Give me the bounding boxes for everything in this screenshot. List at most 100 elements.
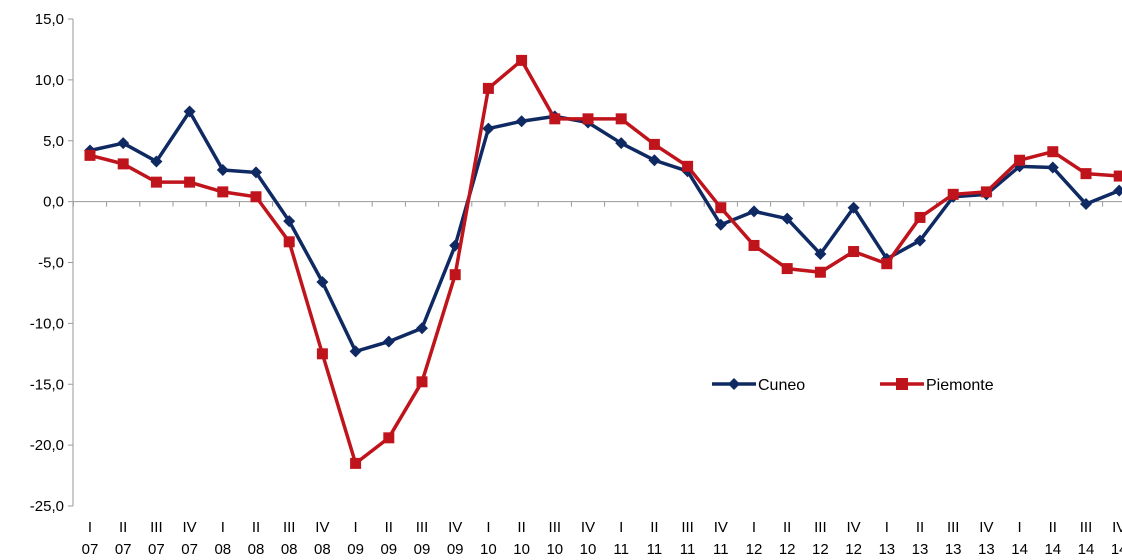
x-tick-year: 07 [148, 541, 165, 558]
data-point-diamond [615, 137, 628, 150]
x-tick-quarter: IV [448, 519, 462, 536]
y-tick-label: 10,0 [35, 72, 64, 89]
x-tick-quarter: II [650, 519, 658, 536]
x-tick-quarter: I [88, 519, 92, 536]
y-tick-label: 15,0 [35, 11, 64, 28]
x-tick-quarter: I [1018, 519, 1022, 536]
x-tick-year: 12 [779, 541, 796, 558]
x-tick-quarter: I [486, 519, 490, 536]
x-tick-year: 13 [912, 541, 929, 558]
x-tick-quarter: II [783, 519, 791, 536]
x-tick-year: 07 [181, 541, 198, 558]
data-point-square [947, 188, 959, 200]
x-tick-year: 08 [214, 541, 231, 558]
data-point-diamond [1080, 198, 1092, 211]
data-point-square [516, 54, 528, 66]
data-point-square [549, 113, 561, 125]
data-point-diamond [1113, 184, 1122, 197]
data-point-square [1047, 146, 1059, 158]
x-tick-quarter: IV [714, 519, 728, 536]
y-tick-label: -5,0 [38, 255, 64, 272]
data-point-diamond [1046, 161, 1059, 174]
x-tick-year: 10 [480, 541, 497, 558]
data-point-square [482, 82, 494, 94]
data-point-diamond [316, 275, 329, 288]
x-tick-quarter: IV [183, 519, 197, 536]
x-tick-quarter: II [119, 519, 127, 536]
x-tick-year: 08 [281, 541, 298, 558]
x-tick-quarter: III [283, 519, 296, 536]
data-point-square [416, 376, 428, 388]
data-point-diamond [847, 201, 860, 214]
data-point-square [781, 263, 793, 275]
legend-item-cuneo: Cuneo [712, 377, 805, 394]
x-tick-quarter: II [385, 519, 393, 536]
y-tick-label: -20,0 [30, 437, 64, 454]
data-point-diamond [714, 218, 727, 231]
x-tick-labels: I07II07III07IV07I08II08III08IV08I09II09I… [82, 519, 1122, 558]
x-tick-quarter: I [885, 519, 889, 536]
data-point-diamond [781, 212, 794, 225]
x-tick-year: 13 [945, 541, 962, 558]
data-point-square [217, 186, 229, 198]
data-point-diamond [250, 166, 262, 179]
data-point-square [715, 202, 727, 214]
series-line [89, 58, 1120, 466]
x-tick-year: 08 [248, 541, 265, 558]
data-point-square [814, 266, 826, 278]
x-tick-quarter: II [1049, 519, 1057, 536]
x-tick-year: 14 [1044, 541, 1061, 558]
data-point-square [980, 186, 992, 198]
y-tick-labels: 15,0 10,0 5,0 0,0 -5,0 -10,0 -15,0 -20,0 -25,0 [30, 11, 73, 515]
data-point-diamond [382, 335, 395, 348]
series-piemonte [84, 54, 1122, 469]
x-tick-year: 12 [812, 541, 829, 558]
y-tick-label: -10,0 [30, 315, 64, 332]
data-point-square [117, 158, 129, 170]
x-tick-quarter: IV [979, 519, 993, 536]
x-tick-quarter: IV [847, 519, 861, 536]
x-tick-quarter: I [221, 519, 225, 536]
series-cuneo [84, 105, 1122, 358]
x-tick-year: 12 [845, 541, 862, 558]
data-point-square [881, 258, 893, 270]
x-tick-year: 13 [878, 541, 895, 558]
x-tick-year: 10 [513, 541, 530, 558]
x-tick-year: 14 [1011, 541, 1028, 558]
legend: Cuneo Piemonte [712, 377, 994, 394]
y-tick-label: 5,0 [43, 133, 64, 150]
x-tick-quarter: III [1080, 519, 1093, 536]
legend-swatch-square [896, 378, 908, 390]
legend-label: Piemonte [926, 377, 994, 394]
data-point-square [1113, 170, 1122, 182]
x-tick-quarter: III [549, 519, 562, 536]
x-tick-year: 14 [1111, 541, 1122, 558]
data-point-square [250, 191, 262, 203]
x-tick-year: 11 [680, 541, 696, 558]
legend-item-piemonte: Piemonte [880, 377, 994, 394]
data-point-diamond [648, 154, 661, 167]
data-point-diamond [117, 137, 130, 150]
data-point-diamond [748, 205, 760, 218]
x-tick-year: 11 [713, 541, 729, 558]
data-point-diamond [283, 215, 296, 228]
x-tick-year: 09 [447, 541, 464, 558]
data-point-diamond [482, 122, 495, 135]
x-tick-quarter: III [150, 519, 163, 536]
x-tick-quarter: III [814, 519, 827, 536]
data-point-square [84, 149, 96, 161]
data-point-square [682, 160, 694, 172]
series-line [89, 109, 1120, 354]
data-point-square [150, 176, 162, 188]
x-tick-year: 14 [1078, 541, 1095, 558]
data-point-square [615, 113, 627, 125]
data-point-square [316, 348, 328, 360]
legend-swatch-diamond [728, 378, 740, 390]
series-layer [84, 54, 1122, 469]
data-point-square [350, 457, 362, 469]
y-tick-label: 0,0 [43, 194, 64, 211]
x-tick-year: 09 [380, 541, 397, 558]
data-point-diamond [349, 345, 362, 358]
x-tick-quarter: IV [581, 519, 595, 536]
x-tick-year: 09 [414, 541, 431, 558]
